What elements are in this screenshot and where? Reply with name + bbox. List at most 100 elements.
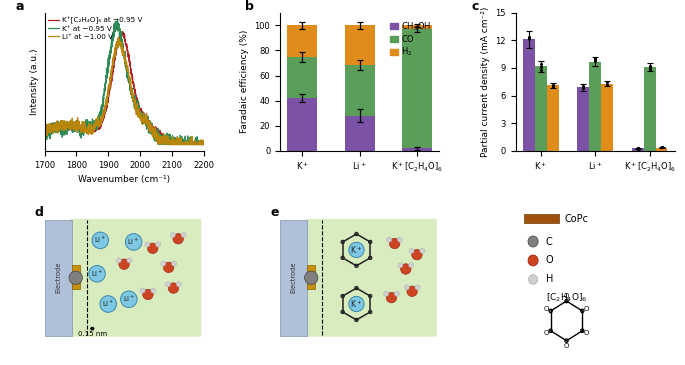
Circle shape bbox=[161, 261, 166, 266]
Circle shape bbox=[121, 291, 137, 307]
Point bbox=[535, 64, 546, 70]
Text: c: c bbox=[471, 0, 478, 13]
Bar bbox=[644, 67, 656, 151]
Bar bbox=[71, 265, 80, 289]
Bar bbox=[287, 57, 317, 98]
K⁺[C₂H₄O]₆ at −0.95 V bbox=[118, 29, 126, 34]
Text: C: C bbox=[546, 237, 553, 246]
Li⁺ at −1.00 V bbox=[154, 142, 162, 147]
Circle shape bbox=[415, 285, 420, 290]
Circle shape bbox=[166, 282, 171, 287]
Bar bbox=[345, 65, 375, 116]
Circle shape bbox=[119, 259, 129, 269]
Circle shape bbox=[401, 264, 411, 274]
Circle shape bbox=[409, 248, 414, 253]
Point bbox=[523, 36, 534, 42]
X-axis label: Wavenumber (cm⁻¹): Wavenumber (cm⁻¹) bbox=[78, 175, 170, 184]
Circle shape bbox=[349, 296, 364, 312]
Point bbox=[547, 82, 558, 88]
Li⁺ at −1.00 V bbox=[40, 130, 49, 134]
Point bbox=[547, 83, 558, 89]
Point bbox=[590, 55, 601, 61]
Bar bbox=[345, 25, 375, 65]
Li⁺ at −1.00 V bbox=[199, 140, 208, 145]
Point bbox=[656, 144, 667, 150]
Bar bbox=[535, 66, 547, 151]
K⁺ at −0.95 V bbox=[114, 24, 123, 28]
Bar bbox=[307, 265, 315, 289]
Circle shape bbox=[164, 262, 174, 273]
Li⁺ at −1.00 V bbox=[131, 107, 139, 112]
Circle shape bbox=[528, 236, 538, 247]
Circle shape bbox=[176, 282, 182, 287]
Li⁺ at −1.00 V bbox=[114, 39, 123, 44]
Circle shape bbox=[171, 233, 175, 238]
K⁺[C₂H₄O]₆ at −0.95 V bbox=[199, 142, 208, 147]
Circle shape bbox=[395, 291, 399, 296]
Circle shape bbox=[147, 243, 158, 254]
Bar bbox=[577, 87, 589, 151]
Text: Electrode: Electrode bbox=[55, 262, 61, 293]
Circle shape bbox=[349, 242, 364, 258]
Line: K⁺[C₂H₄O]₆ at −0.95 V: K⁺[C₂H₄O]₆ at −0.95 V bbox=[45, 31, 203, 145]
Text: CNT: CNT bbox=[73, 272, 78, 282]
Point bbox=[535, 62, 546, 68]
Circle shape bbox=[155, 242, 161, 247]
Text: Li$^+$: Li$^+$ bbox=[91, 269, 103, 279]
Y-axis label: Partial current density (mA cm⁻²): Partial current density (mA cm⁻²) bbox=[481, 7, 490, 157]
Circle shape bbox=[407, 286, 417, 296]
Text: Electrode: Electrode bbox=[290, 262, 297, 293]
K⁺[C₂H₄O]₆ at −0.95 V bbox=[108, 76, 116, 80]
Point bbox=[523, 34, 534, 40]
Text: Li$^+$: Li$^+$ bbox=[94, 235, 106, 246]
Li⁺ at −1.00 V bbox=[53, 130, 61, 134]
Point bbox=[601, 79, 612, 85]
Text: [C$_2$H$_4$O]$_6$: [C$_2$H$_4$O]$_6$ bbox=[546, 291, 587, 304]
Point bbox=[577, 84, 588, 90]
Bar bbox=[402, 148, 432, 151]
Circle shape bbox=[127, 258, 132, 263]
Circle shape bbox=[151, 288, 156, 293]
Text: K$^+$: K$^+$ bbox=[351, 298, 362, 310]
Point bbox=[656, 144, 667, 150]
K⁺[C₂H₄O]₆ at −0.95 V bbox=[131, 92, 139, 96]
Text: CNT: CNT bbox=[309, 272, 314, 282]
Line: Li⁺ at −1.00 V: Li⁺ at −1.00 V bbox=[45, 38, 203, 145]
Legend: K⁺[C₂H₄O]₆ at −0.95 V, K⁺ at −0.95 V, Li⁺ at −1.00 V: K⁺[C₂H₄O]₆ at −0.95 V, K⁺ at −0.95 V, Li… bbox=[47, 15, 144, 41]
Text: Li$^+$: Li$^+$ bbox=[123, 294, 135, 304]
Point bbox=[601, 82, 612, 88]
Point bbox=[535, 67, 546, 73]
Circle shape bbox=[398, 263, 403, 268]
Bar bbox=[589, 62, 601, 151]
Bar bbox=[523, 214, 558, 223]
K⁺[C₂H₄O]₆ at −0.95 V bbox=[166, 142, 174, 147]
Line: K⁺ at −0.95 V: K⁺ at −0.95 V bbox=[45, 19, 203, 145]
Circle shape bbox=[305, 271, 318, 284]
Circle shape bbox=[386, 237, 392, 242]
Li⁺ at −1.00 V bbox=[111, 49, 119, 53]
Point bbox=[590, 55, 601, 61]
Text: 0.15 nm: 0.15 nm bbox=[77, 331, 107, 337]
Legend: CH$_3$OH, CO, H$_2$: CH$_3$OH, CO, H$_2$ bbox=[386, 17, 435, 62]
Circle shape bbox=[384, 291, 388, 296]
Bar bbox=[523, 39, 535, 151]
Point bbox=[547, 84, 558, 90]
Point bbox=[577, 83, 588, 89]
Text: b: b bbox=[245, 0, 254, 13]
K⁺[C₂H₄O]₆ at −0.95 V bbox=[114, 37, 123, 41]
Text: Li$^+$: Li$^+$ bbox=[102, 299, 114, 309]
Bar bbox=[632, 149, 644, 151]
Bar bbox=[287, 98, 317, 151]
Text: Li$^+$: Li$^+$ bbox=[127, 237, 140, 247]
Point bbox=[644, 66, 655, 72]
Circle shape bbox=[397, 237, 403, 242]
Li⁺ at −1.00 V bbox=[114, 35, 123, 40]
Li⁺ at −1.00 V bbox=[59, 124, 67, 128]
Bar bbox=[601, 84, 613, 151]
Point bbox=[632, 146, 643, 151]
K⁺[C₂H₄O]₆ at −0.95 V bbox=[40, 125, 49, 129]
Point bbox=[523, 35, 534, 41]
Circle shape bbox=[420, 248, 425, 253]
Point bbox=[590, 58, 601, 64]
Circle shape bbox=[409, 263, 414, 268]
